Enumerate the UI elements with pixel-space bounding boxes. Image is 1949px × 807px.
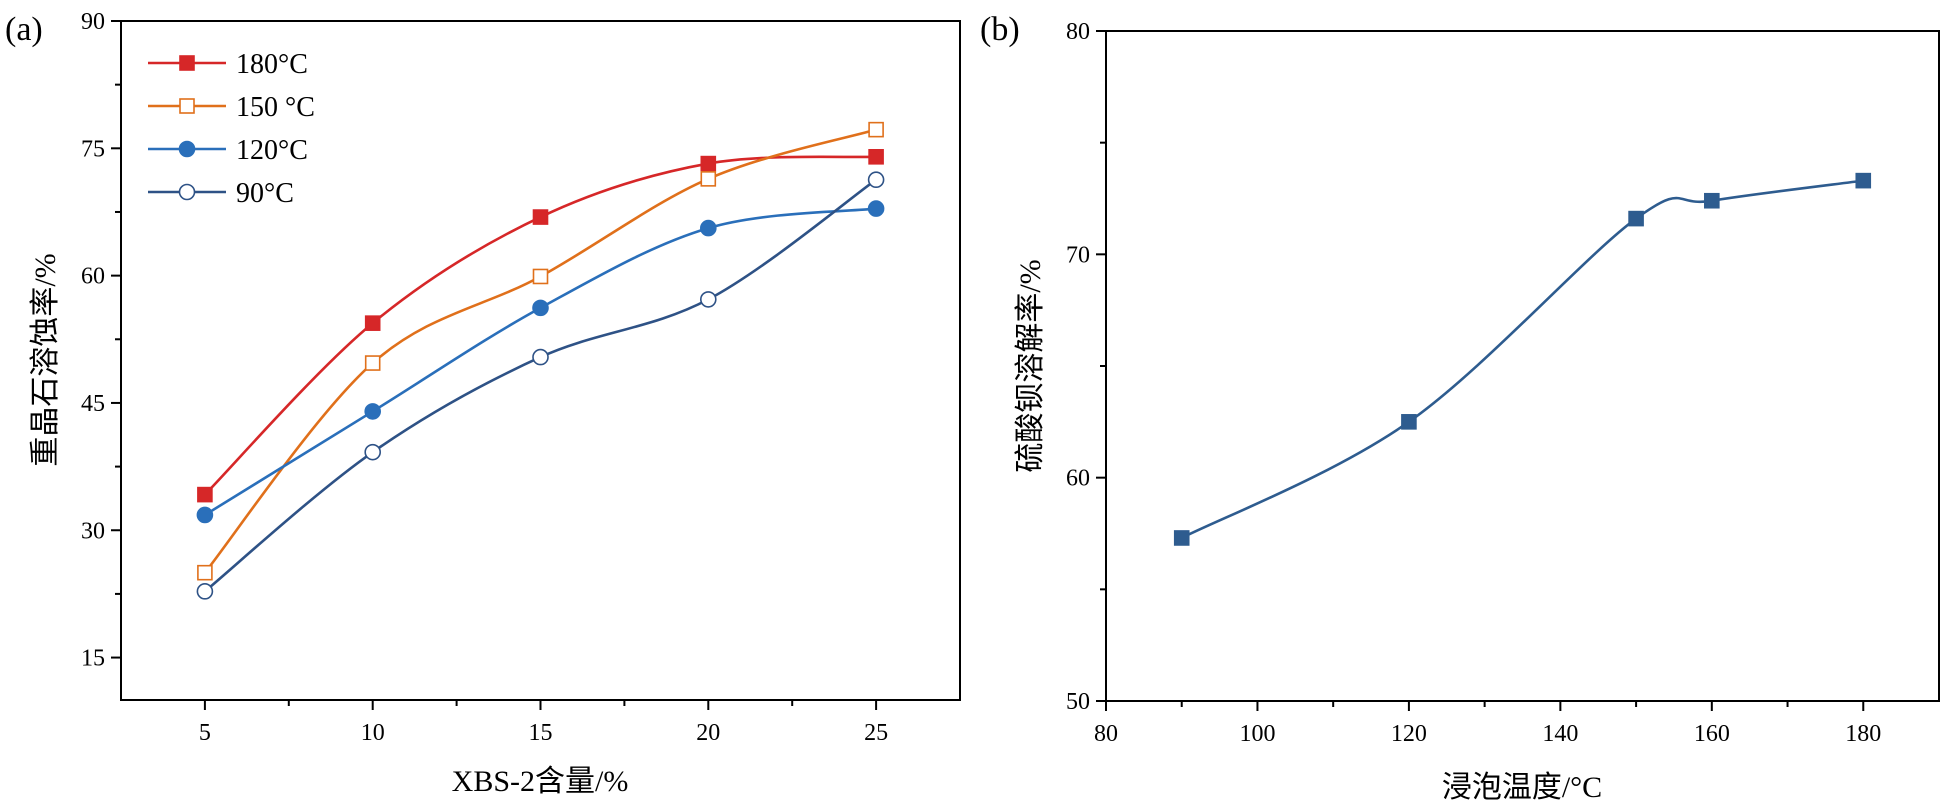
x-axis-a: 5 10 15 20 25 (199, 700, 888, 746)
x-tick-label-a: 25 (864, 720, 888, 746)
data-point-a-0 (364, 315, 381, 331)
y-tick-label-a: 75 (81, 136, 105, 162)
x-tick-label-b: 100 (1239, 721, 1275, 747)
x-tick-label-a: 15 (529, 720, 553, 746)
data-point-a-2 (532, 299, 549, 317)
x-axis-label-b: 浸泡温度/°C (1442, 771, 1602, 804)
x-tick-label-a: 10 (361, 720, 385, 746)
y-tick-label-a: 30 (81, 518, 105, 544)
y-tick-label-a: 45 (81, 391, 105, 417)
data-point-a-0 (532, 209, 549, 225)
data-point-a-3 (196, 583, 214, 600)
data-point-b-0 (1401, 414, 1417, 430)
data-point-a-2 (196, 506, 214, 524)
y-tick-label-b: 70 (1066, 242, 1090, 268)
legend-a: 180°C 150 °C 120°C 90°C (148, 49, 315, 209)
x-tick-label-b: 120 (1391, 721, 1427, 747)
data-point-b-0 (1628, 210, 1644, 227)
legend-label-1: 150 °C (236, 92, 315, 123)
y-tick-label-a: 90 (81, 9, 105, 35)
y-axis-b: 50 60 70 80 (1066, 19, 1106, 715)
data-point-a-2 (699, 219, 717, 237)
data-point-a-1 (364, 355, 381, 371)
data-point-a-3 (699, 291, 717, 308)
legend-marker-1 (179, 98, 195, 114)
data-point-a-3 (364, 443, 382, 461)
legend-label-2: 120°C (236, 135, 308, 166)
panel-label-b: (b) (980, 11, 1020, 48)
plot-frame-b (1105, 30, 1940, 702)
legend-marker-2 (178, 140, 196, 158)
legend-label-0: 180°C (236, 49, 308, 80)
panel-label-a: (a) (5, 11, 43, 48)
series-group-a (196, 121, 885, 600)
chart-panel-b: (b) 50 60 70 80 80 100 120 140 160 180 浸泡温度/°C 硫… (980, 11, 1940, 804)
data-point-b-0 (1173, 530, 1190, 546)
data-point-a-1 (532, 268, 549, 285)
x-tick-label-b: 80 (1094, 721, 1118, 747)
x-tick-label-a: 5 (199, 720, 211, 746)
x-axis-label-a: XBS-2含量/% (452, 765, 629, 798)
x-tick-label-b: 160 (1694, 721, 1730, 747)
data-point-a-3 (867, 171, 885, 189)
y-axis-a: 15 30 45 60 75 90 (81, 9, 121, 672)
data-point-a-1 (197, 564, 213, 581)
data-point-a-2 (867, 200, 885, 217)
y-tick-label-b: 80 (1066, 19, 1090, 45)
legend-marker-0 (179, 55, 195, 71)
y-tick-label-b: 50 (1066, 689, 1090, 715)
data-point-a-0 (197, 486, 213, 503)
data-point-a-0 (700, 155, 717, 172)
x-tick-label-b: 140 (1542, 721, 1578, 747)
series-group-b (1173, 172, 1872, 546)
series-line-b-0 (1181, 179, 1864, 540)
data-point-b-0 (1704, 192, 1720, 209)
series-line-a-0 (203, 155, 877, 496)
data-point-a-3 (532, 348, 549, 366)
data-point-b-0 (1855, 172, 1872, 189)
y-tick-label-b: 60 (1066, 466, 1090, 492)
data-point-a-0 (868, 149, 884, 165)
legend-label-3: 90°C (236, 178, 294, 209)
x-tick-label-b: 180 (1845, 721, 1881, 747)
y-tick-label-a: 15 (81, 646, 105, 672)
y-axis-label-b: 硫酸钡溶解率/% (1014, 259, 1047, 472)
chart-panel-a: (a) 15 30 45 60 75 90 5 10 15 20 25 180°C 150 °C 12… (5, 9, 961, 798)
data-point-a-2 (364, 403, 382, 420)
x-tick-label-a: 20 (696, 720, 720, 746)
data-point-a-1 (868, 121, 884, 138)
legend-marker-3 (178, 183, 196, 201)
y-axis-label-a: 重晶石溶蚀率/% (29, 253, 62, 466)
data-point-a-1 (700, 171, 717, 187)
y-tick-label-a: 60 (81, 264, 105, 290)
x-axis-b: 80 100 120 140 160 180 (1094, 701, 1881, 747)
